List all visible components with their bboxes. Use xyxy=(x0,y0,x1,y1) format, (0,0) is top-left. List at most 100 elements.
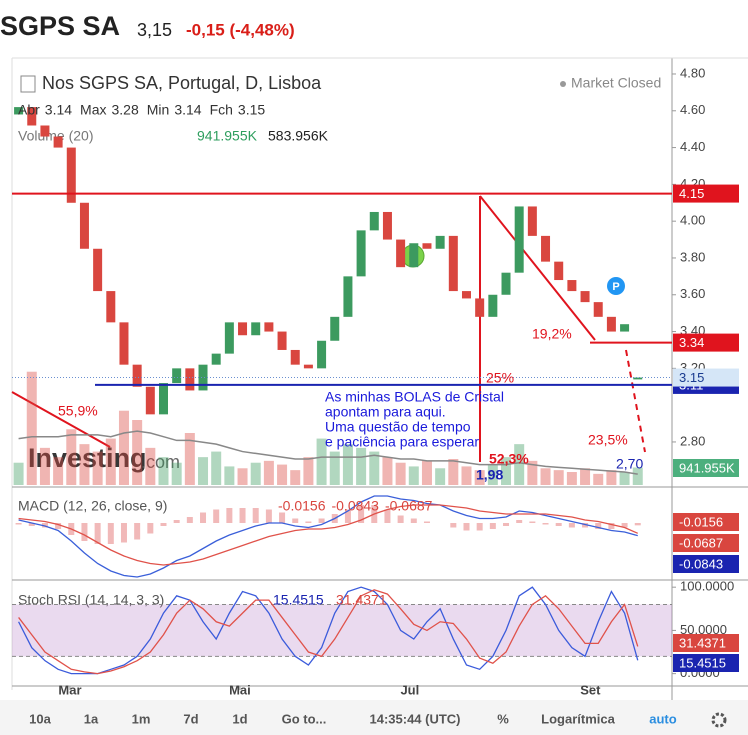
candle xyxy=(132,364,142,387)
price-box xyxy=(673,654,739,672)
toolbar-item[interactable]: auto xyxy=(649,711,677,726)
price-box xyxy=(673,634,739,652)
macd-line xyxy=(18,495,638,578)
settings-icon[interactable] xyxy=(711,712,727,728)
macd-hist xyxy=(213,509,220,523)
candle xyxy=(606,316,616,332)
note-line: apontam para aqui. xyxy=(325,404,446,420)
stoch-line xyxy=(18,589,639,675)
toolbar-item[interactable]: 1d xyxy=(232,711,247,726)
candle xyxy=(66,147,76,203)
candle xyxy=(303,364,313,369)
toolbar-item[interactable]: Go to... xyxy=(282,711,327,726)
volume-bar xyxy=(580,468,591,485)
macd-hist xyxy=(147,523,154,534)
volume-bar xyxy=(461,466,472,485)
price-box-label: 3.34 xyxy=(679,335,704,350)
annotation: 1,98 xyxy=(476,467,503,483)
projection xyxy=(625,349,646,453)
stoch-legend-value: 31.4371 xyxy=(336,592,387,608)
candle xyxy=(448,235,458,292)
macd-hist xyxy=(134,523,141,540)
macd-hist xyxy=(160,523,167,526)
toolbar-item[interactable]: 7d xyxy=(183,711,198,726)
volume-bar xyxy=(171,462,182,485)
y-tick-label: 4.80 xyxy=(680,65,705,80)
volume-name: Volume (20) xyxy=(18,128,93,144)
y-tick-label: 4.00 xyxy=(680,213,705,228)
ohlc-label: Max xyxy=(80,102,106,118)
macd-hist xyxy=(516,520,523,523)
ohlc-label: Fch xyxy=(210,102,233,118)
volume-bar xyxy=(421,460,432,485)
chart-title: Nos SGPS SA, Portugal, D, Lisboa xyxy=(42,73,322,93)
candle xyxy=(567,280,577,292)
annotation: 25% xyxy=(486,370,514,386)
volume-bar xyxy=(527,460,538,485)
macd-hist xyxy=(239,508,246,523)
price-box-label: 941.955K xyxy=(679,460,735,475)
macd-hist xyxy=(608,523,615,529)
macd-hist xyxy=(397,515,404,523)
volume-bar xyxy=(395,462,406,485)
macd-hist xyxy=(344,509,351,523)
candle xyxy=(396,239,406,268)
macd-hist xyxy=(55,523,62,529)
candle xyxy=(409,243,419,268)
volume-bar xyxy=(39,447,50,485)
candle xyxy=(369,211,379,231)
market-status: Market Closed xyxy=(571,75,661,91)
trend-line xyxy=(11,391,111,448)
volume-bar xyxy=(487,464,498,485)
volume-bar xyxy=(105,438,116,485)
price-box xyxy=(673,333,739,352)
volume-bar xyxy=(632,467,643,485)
volume-bar xyxy=(224,466,235,485)
macd-hist xyxy=(463,523,470,531)
candle xyxy=(475,298,485,317)
toolbar-item[interactable]: 1m xyxy=(132,711,151,726)
trend-line xyxy=(479,195,596,341)
toolbar-item[interactable]: Logarítmica xyxy=(541,711,615,726)
macd-hist xyxy=(15,523,22,525)
stoch-name: Stoch RSI (14, 14, 3, 3) xyxy=(18,592,164,608)
volume-ma xyxy=(18,430,638,475)
candle xyxy=(290,349,300,365)
candle xyxy=(198,364,208,391)
y-tick-label: 2.80 xyxy=(680,433,705,448)
toolbar-item[interactable]: 10a xyxy=(29,711,51,726)
stock-name: SGPS SA xyxy=(0,11,120,41)
candle xyxy=(422,243,432,249)
macd-hist xyxy=(384,509,391,523)
watermark: Investing xyxy=(28,443,147,473)
x-tick-label: Mar xyxy=(58,682,81,697)
candle xyxy=(238,322,248,336)
candle xyxy=(264,322,274,332)
volume-bar xyxy=(316,438,327,485)
annotation: 19,2% xyxy=(532,326,572,342)
note-line: As minhas BOLAS de Cristal xyxy=(325,389,504,405)
price-box-label: 15.4515 xyxy=(679,655,726,670)
macd-hist xyxy=(568,523,575,528)
price-box-label: -0.0687 xyxy=(679,535,723,550)
toolbar-item[interactable]: % xyxy=(497,711,509,726)
candle xyxy=(382,211,392,240)
macd-hist xyxy=(200,512,207,523)
x-tick-label: Set xyxy=(580,682,601,697)
macd-hist xyxy=(292,518,299,523)
macd-hist xyxy=(476,523,483,531)
stoch-line xyxy=(18,586,639,675)
y-tick-label: 3.80 xyxy=(680,249,705,264)
price-box-label: 3.15 xyxy=(679,370,704,385)
volume-bar xyxy=(145,447,156,485)
volume-bar xyxy=(606,470,617,485)
stock-change: -0,15 (-4,48%) xyxy=(186,20,295,39)
candle xyxy=(14,107,24,115)
candle xyxy=(27,107,37,126)
macd-hist xyxy=(28,523,35,526)
toolbar-item[interactable]: 1a xyxy=(84,711,99,726)
volume-bar xyxy=(13,462,24,485)
candle xyxy=(514,206,524,273)
candle xyxy=(580,291,590,303)
